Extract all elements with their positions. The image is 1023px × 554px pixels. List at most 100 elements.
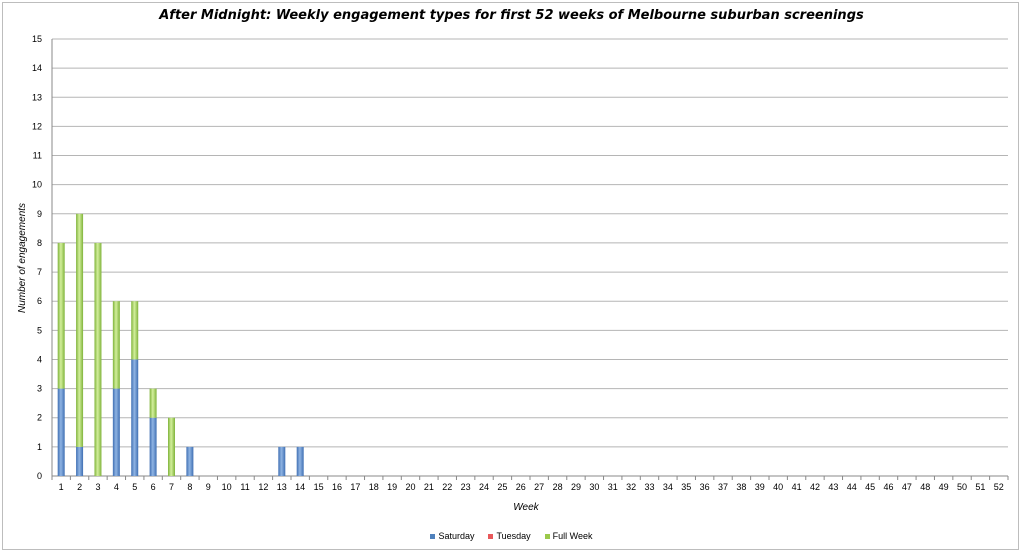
x-tick-label: 24 — [479, 482, 489, 492]
x-tick-label: 29 — [571, 482, 581, 492]
x-tick-label: 35 — [681, 482, 691, 492]
x-tick-label: 46 — [883, 482, 893, 492]
x-tick-label: 12 — [258, 482, 268, 492]
bar-full-week — [131, 301, 139, 360]
x-tick-label: 26 — [516, 482, 526, 492]
x-tick-label: 6 — [151, 482, 156, 492]
y-tick-label: 13 — [32, 92, 42, 102]
x-tick-label: 37 — [718, 482, 728, 492]
x-tick-label: 34 — [663, 482, 673, 492]
bar-full-week — [57, 242, 65, 389]
legend-swatch — [488, 533, 494, 539]
x-tick-label: 9 — [206, 482, 211, 492]
x-tick-label: 23 — [461, 482, 471, 492]
x-tick-label: 15 — [314, 482, 324, 492]
x-tick-label: 38 — [736, 482, 746, 492]
bar-saturday — [149, 417, 157, 476]
x-tick-label: 7 — [169, 482, 174, 492]
legend-label: Full Week — [552, 531, 593, 541]
x-tick-label: 45 — [865, 482, 875, 492]
bar-saturday — [131, 359, 139, 476]
x-tick-label: 10 — [222, 482, 232, 492]
x-tick-label: 19 — [387, 482, 397, 492]
y-tick-label: 5 — [37, 325, 42, 335]
x-tick-label: 2 — [77, 482, 82, 492]
bar-full-week — [76, 213, 84, 447]
y-tick-label: 3 — [37, 384, 42, 394]
x-tick-label: 49 — [939, 482, 949, 492]
bar-full-week — [168, 417, 175, 476]
grid-layer — [52, 38, 1008, 477]
legend-item: Full Week — [544, 531, 593, 541]
bar-saturday — [76, 446, 84, 476]
x-tick-label: 42 — [810, 482, 820, 492]
y-tick-label: 7 — [37, 267, 42, 277]
chart-legend: Saturday Tuesday Full Week — [0, 531, 1023, 541]
x-tick-label: 36 — [700, 482, 710, 492]
y-tick-label: 1 — [37, 442, 42, 452]
y-tick-label: 10 — [32, 180, 42, 190]
x-tick-label: 17 — [350, 482, 360, 492]
y-tick-label: 11 — [33, 151, 42, 161]
x-axis-label: Week — [513, 502, 539, 513]
x-tick-label: 47 — [902, 482, 912, 492]
bar-layer — [57, 213, 304, 476]
x-tick-label: 48 — [920, 482, 930, 492]
bar-saturday — [57, 388, 65, 476]
y-tick-label: 14 — [32, 63, 42, 73]
x-tick-label: 44 — [847, 482, 857, 492]
bar-full-week — [94, 242, 102, 476]
y-tick-label: 9 — [37, 209, 42, 219]
x-tick-label: 41 — [792, 482, 802, 492]
x-tick-label: 43 — [828, 482, 838, 492]
bar-full-week — [149, 388, 157, 418]
y-tick-label: 12 — [32, 121, 42, 131]
x-tick-label: 18 — [369, 482, 379, 492]
bar-saturday — [296, 446, 304, 476]
x-tick-label: 11 — [240, 482, 249, 492]
y-tick-label: 8 — [37, 238, 42, 248]
x-tick-label: 40 — [773, 482, 783, 492]
bar-saturday — [186, 446, 194, 476]
x-tick-label: 50 — [957, 482, 967, 492]
x-tick-label: 5 — [132, 482, 137, 492]
x-tick-label: 20 — [405, 482, 415, 492]
legend-label: Tuesday — [496, 531, 531, 541]
x-tick-label: 8 — [187, 482, 192, 492]
y-tick-label: 2 — [37, 413, 42, 423]
chart-title: After Midnight: Weekly engagement types … — [159, 8, 864, 23]
y-tick-label: 4 — [37, 354, 42, 364]
x-tick-label: 31 — [608, 482, 618, 492]
y-tick-label: 15 — [32, 34, 42, 44]
x-tick-label: 13 — [277, 482, 287, 492]
x-tick-label: 4 — [114, 482, 119, 492]
y-tick-label: 0 — [37, 471, 42, 481]
x-tick-label: 1 — [59, 482, 64, 492]
x-tick-label: 30 — [589, 482, 599, 492]
x-tick-label: 3 — [95, 482, 100, 492]
bar-saturday — [112, 388, 120, 476]
legend-item: Tuesday — [488, 531, 531, 541]
y-axis-label: Number of engagements — [17, 203, 28, 313]
bar-saturday — [278, 446, 286, 476]
x-tick-label: 32 — [626, 482, 636, 492]
x-tick-label: 14 — [295, 482, 305, 492]
x-tick-label: 16 — [332, 482, 342, 492]
x-tick-label: 28 — [553, 482, 563, 492]
x-tick-label: 25 — [497, 482, 507, 492]
y-tick-label: 6 — [37, 296, 42, 306]
legend-item: Saturday — [430, 531, 474, 541]
x-tick-label: 51 — [975, 482, 985, 492]
x-tick-label: 52 — [994, 482, 1004, 492]
x-tick-label: 27 — [534, 482, 544, 492]
bar-full-week — [112, 301, 120, 389]
x-tick-label: 33 — [644, 482, 654, 492]
x-tick-label: 21 — [424, 482, 434, 492]
x-tick-label: 22 — [442, 482, 452, 492]
x-tick-label: 39 — [755, 482, 765, 492]
legend-swatch — [544, 533, 550, 539]
legend-label: Saturday — [438, 531, 475, 541]
legend-swatch — [430, 533, 436, 539]
